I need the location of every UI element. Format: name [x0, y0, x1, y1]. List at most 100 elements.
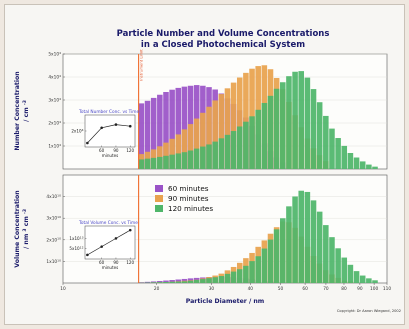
legend-label: 60 minutes: [168, 184, 209, 193]
bar-60-minutes: [138, 282, 145, 283]
bar-120-minutes: [236, 269, 243, 283]
legend-swatch: [155, 185, 163, 192]
x-tick-label: 100: [370, 286, 378, 292]
bar-120-minutes: [316, 211, 323, 283]
bar-120-minutes: [323, 115, 329, 169]
volume-y-axis-unit-cm-exp: -3: [22, 209, 28, 214]
bar-90-minutes: [206, 106, 212, 169]
y-tick-label-base: 4x10: [46, 194, 57, 200]
bar-120-minutes: [169, 281, 175, 283]
bar-60-minutes: [144, 100, 151, 169]
inset-x-tick-label: 90: [113, 148, 119, 153]
inset-x-tick-label: 120: [126, 148, 134, 153]
legend-label: 90 minutes: [168, 194, 209, 203]
number-inset: Total Number Conc. vs Time 60 90 120 minutes…: [71, 109, 139, 158]
inset-x-label: minutes: [102, 153, 119, 158]
bar-120-minutes: [236, 126, 243, 169]
bar-120-minutes: [298, 71, 304, 169]
bar-120-minutes: [249, 116, 255, 169]
bar-120-minutes: [304, 77, 311, 169]
bar-60-minutes: [144, 281, 151, 283]
inset-y-tick-label-base: 2x10: [71, 129, 82, 134]
volume-y-axis-unit-nm: / nm: [23, 234, 30, 249]
bar-60-minutes: [163, 92, 169, 169]
bar-120-minutes: [341, 257, 348, 283]
number-y-axis-label-line2: / cm -3: [22, 100, 31, 122]
bar-120-minutes: [353, 271, 360, 283]
bar-60-minutes: [169, 280, 175, 283]
bar-120-minutes: [372, 280, 378, 283]
bar-60-minutes: [181, 86, 188, 169]
bar-120-minutes: [206, 278, 212, 283]
number-plot-bars: [138, 65, 378, 169]
bar-120-minutes: [273, 88, 280, 169]
bar-120-minutes: [163, 155, 169, 169]
inset-title: Total Volume Conc. vs Time: [78, 220, 138, 226]
bar-120-minutes: [138, 159, 145, 169]
bar-120-minutes: [150, 157, 157, 169]
bar-120-minutes: [187, 150, 194, 169]
bar-120-minutes: [200, 146, 206, 169]
bar-120-minutes: [359, 275, 366, 283]
chart-title-line2: in a Closed Photochemical System: [141, 40, 305, 50]
x-tick-label: 70: [323, 286, 329, 292]
bar-120-minutes: [280, 82, 286, 169]
inset-x-label: minutes: [102, 265, 119, 270]
x-tick-label: 60: [302, 286, 308, 292]
x-tick-label: 80: [341, 286, 347, 292]
inset-y-tick-label: 5x1012: [69, 246, 83, 252]
y-tick-label: 1x104: [48, 143, 61, 150]
bar-120-minutes: [261, 248, 268, 283]
bar-60-minutes: [138, 103, 145, 169]
bar-120-minutes: [200, 279, 206, 283]
y-tick-label-exp: 10: [57, 215, 61, 219]
bar-90-minutes: [169, 138, 175, 169]
bar-120-minutes: [341, 145, 348, 169]
y-tick-label: 2x1010: [46, 237, 61, 244]
bar-120-minutes: [316, 102, 323, 169]
number-y-axis-label-line1: Number Concentration: [14, 71, 21, 150]
inset-y-tick-label-base: 1x10: [69, 236, 80, 241]
inset-frame: [84, 225, 136, 260]
bar-90-minutes: [230, 82, 237, 169]
bar-90-minutes: [175, 134, 182, 169]
bar-120-minutes: [335, 248, 341, 283]
inset-y-tick-label-exp: 4: [82, 128, 84, 132]
bar-90-minutes: [224, 88, 231, 169]
bar-120-minutes: [372, 166, 378, 169]
inset-point: [114, 123, 118, 126]
y-tick-label-base: 3x10: [46, 216, 57, 222]
y-tick-label-exp: 4: [59, 74, 61, 78]
bar-120-minutes: [366, 278, 372, 283]
inset-point: [86, 141, 89, 145]
inset-point: [128, 124, 132, 128]
bar-120-minutes: [187, 280, 194, 283]
y-tick-label-base: 1x10: [46, 259, 57, 265]
bar-120-minutes: [169, 154, 175, 169]
bar-120-minutes: [329, 128, 335, 169]
bar-120-minutes: [218, 276, 225, 283]
volume-y-axis-label: Volume Concentration / nm 3 cm -3: [14, 190, 30, 267]
bar-120-minutes: [144, 158, 151, 169]
bar-120-minutes: [310, 200, 317, 283]
volume-y-axis-label-line1: Volume Concentration: [14, 190, 21, 267]
y-tick-label: 4x1010: [46, 194, 61, 201]
inset-point: [114, 237, 118, 240]
bar-120-minutes: [224, 273, 231, 283]
legend-swatch: [155, 195, 163, 202]
copyright: Copyright: Dr Aaron Wiegand, 2002: [337, 309, 401, 313]
y-tick-label: 5x104: [48, 51, 61, 58]
bar-120-minutes: [310, 89, 317, 169]
inset-x-tick-label: 60: [99, 148, 105, 153]
bar-120-minutes: [347, 153, 354, 169]
y-tick-label: 3x104: [48, 97, 61, 104]
y-tick-label-base: 1x10: [48, 144, 59, 150]
bar-120-minutes: [267, 239, 274, 283]
inset-point: [86, 253, 89, 257]
bar-120-minutes: [243, 121, 249, 169]
bar-90-minutes: [243, 72, 249, 169]
volume-inset: Total Volume Conc. vs Time 60 90 120 minutes…: [69, 220, 138, 270]
bar-120-minutes: [255, 109, 261, 169]
